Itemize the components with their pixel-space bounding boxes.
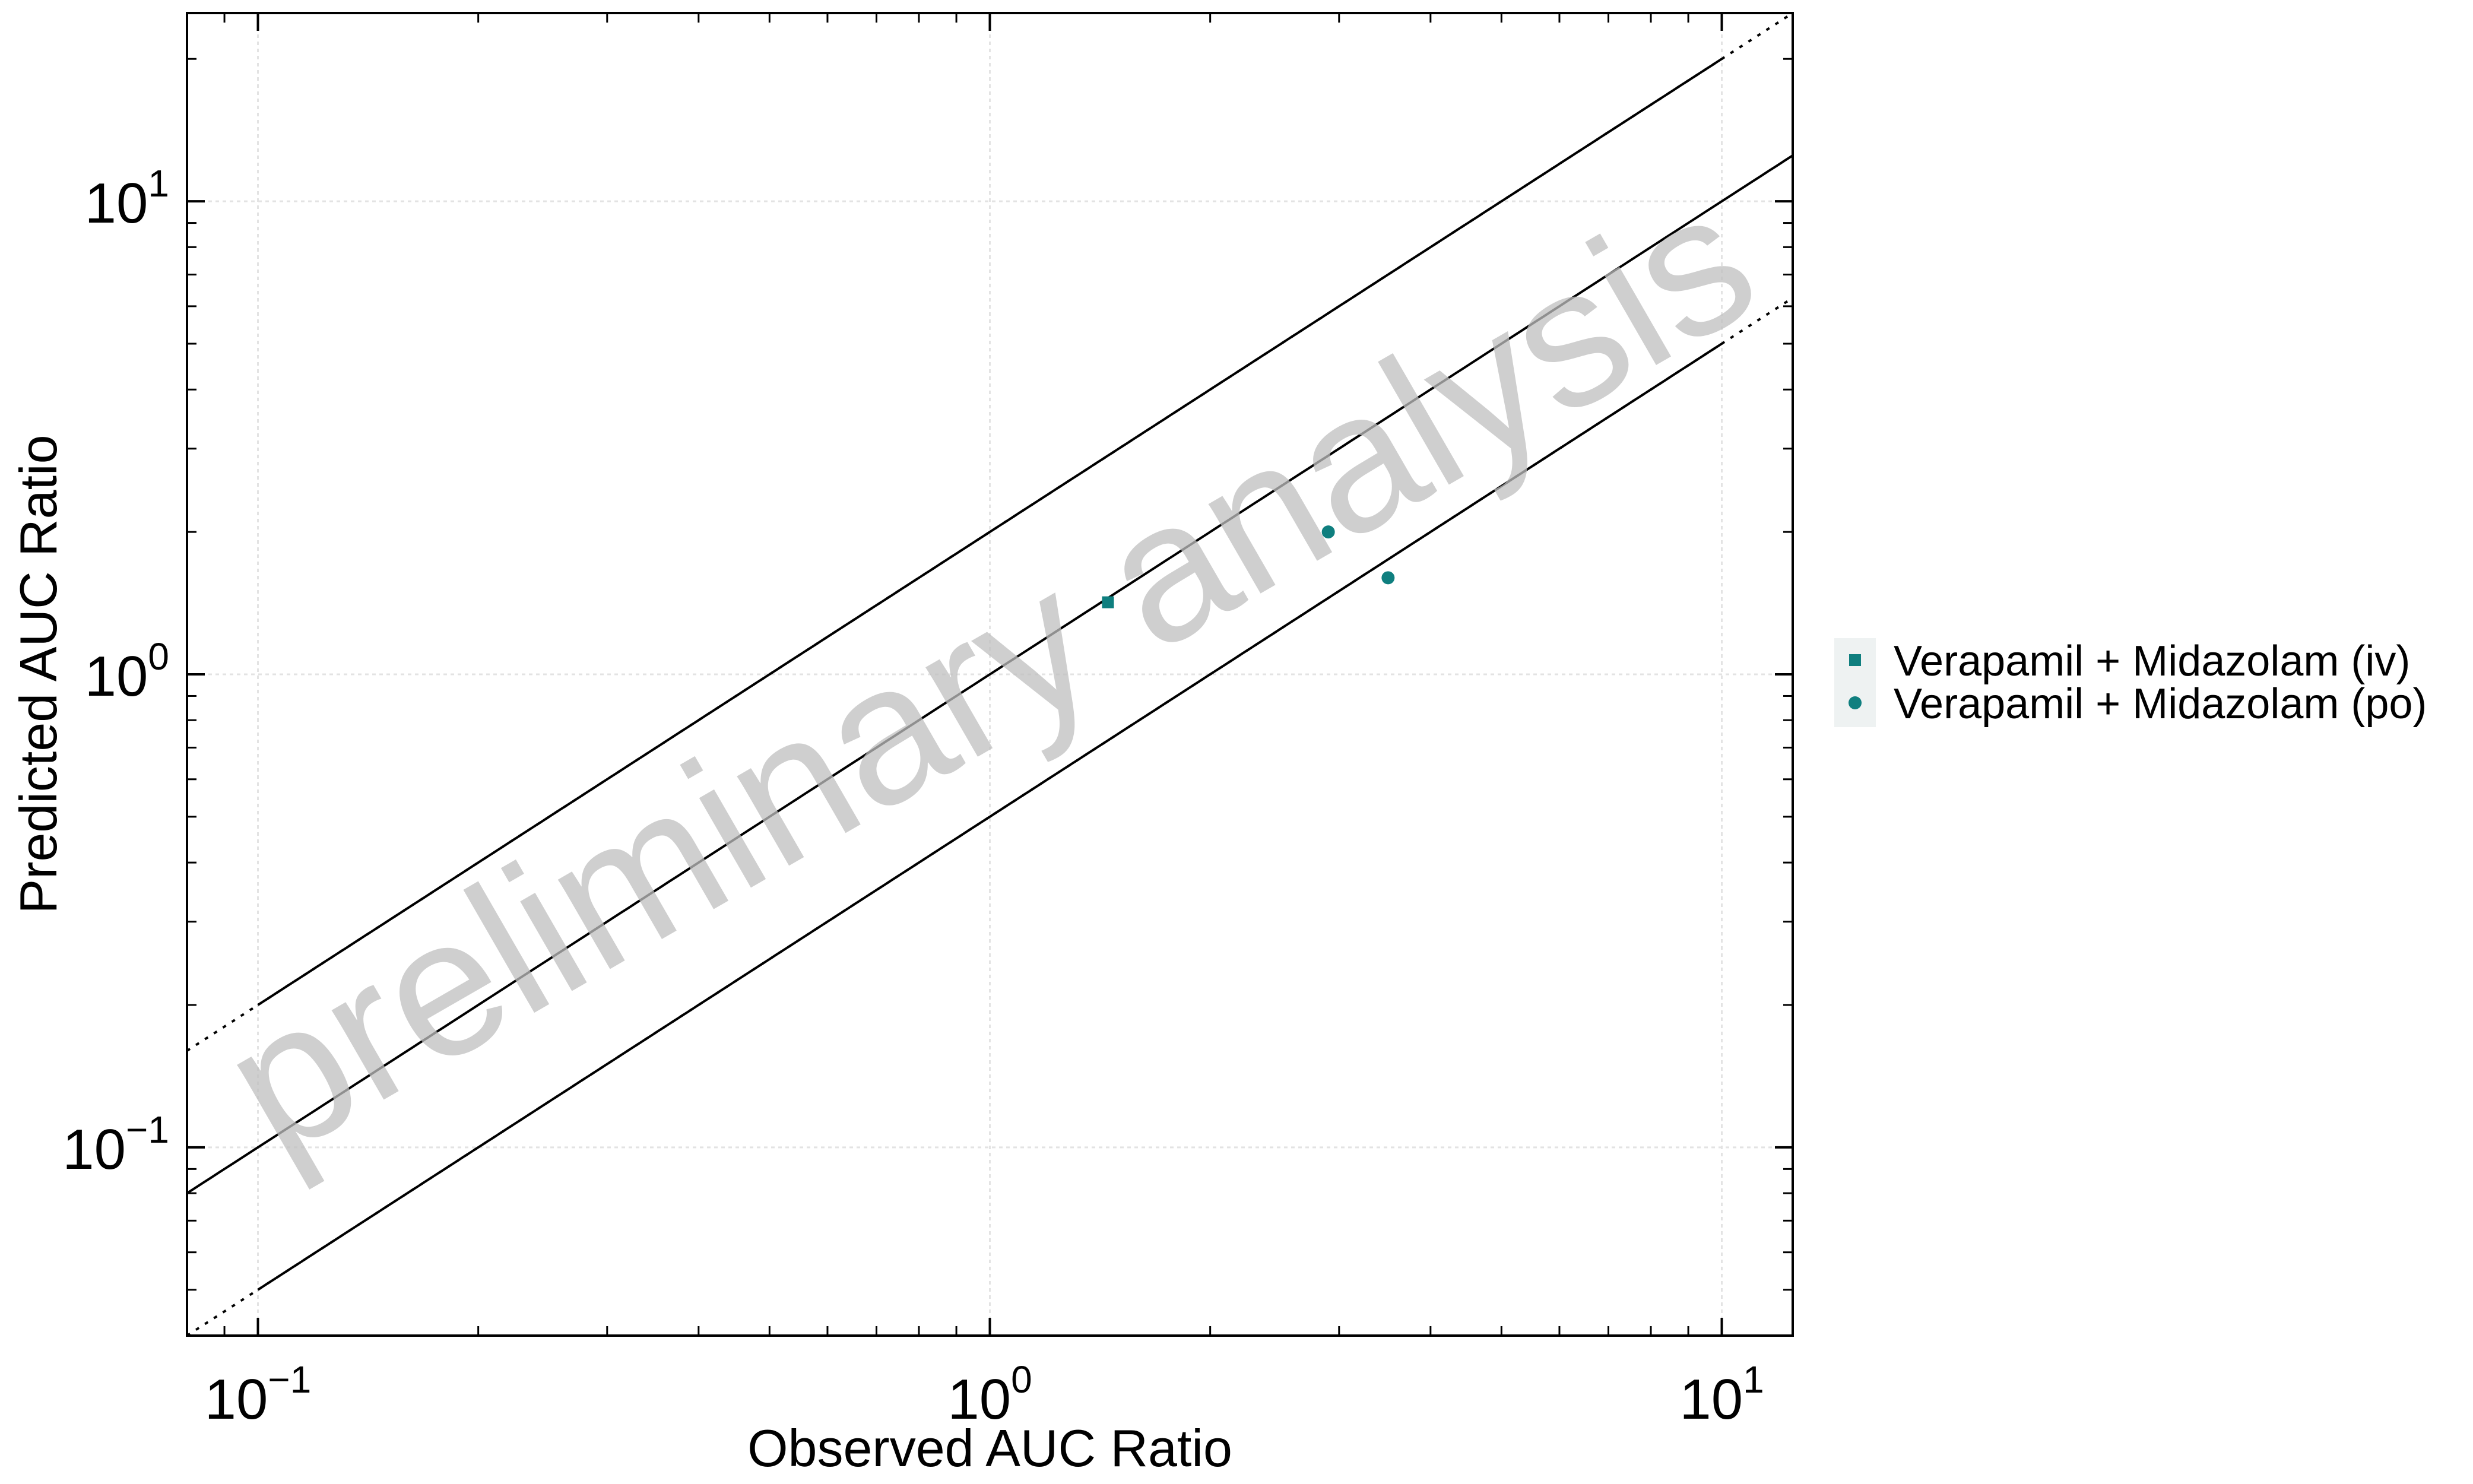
guest-upper-limit <box>257 58 1723 1006</box>
data-point-circle <box>1321 525 1335 539</box>
x-tick-label: 100 <box>947 1358 1032 1431</box>
legend-key-background <box>1834 638 1876 727</box>
legend-label: Verapamil + Midazolam (iv) <box>1894 638 2410 685</box>
legend-label: Verapamil + Midazolam (po) <box>1894 680 2427 728</box>
x-axis-title: Observed AUC Ratio <box>747 1419 1232 1477</box>
legend: Verapamil + Midazolam (iv)Verapamil + Mi… <box>1834 638 2427 728</box>
reference-lines <box>187 13 1793 1336</box>
data-points <box>1102 525 1395 608</box>
identity-line <box>187 154 1793 1194</box>
y-tick-label: 10−1 <box>62 1108 169 1181</box>
legend-marker-square <box>1849 654 1861 666</box>
y-tick-label: 100 <box>85 635 169 708</box>
guest-lower-limit <box>257 343 1723 1291</box>
x-tick-label: 10−1 <box>205 1358 312 1431</box>
legend-marker-circle <box>1849 696 1862 709</box>
y-axis-title: Predicted AUC Ratio <box>9 435 68 914</box>
data-point-square <box>1102 596 1114 608</box>
minor-ticks <box>187 13 1793 1336</box>
x-tick-label: 101 <box>1679 1358 1764 1431</box>
y-tick-label: 101 <box>85 162 169 235</box>
data-point-circle <box>1381 571 1395 585</box>
x-axis-ticks: 10−1 100 101 <box>205 13 1764 1431</box>
y-axis-ticks: 10−1 100 101 <box>62 162 1793 1181</box>
